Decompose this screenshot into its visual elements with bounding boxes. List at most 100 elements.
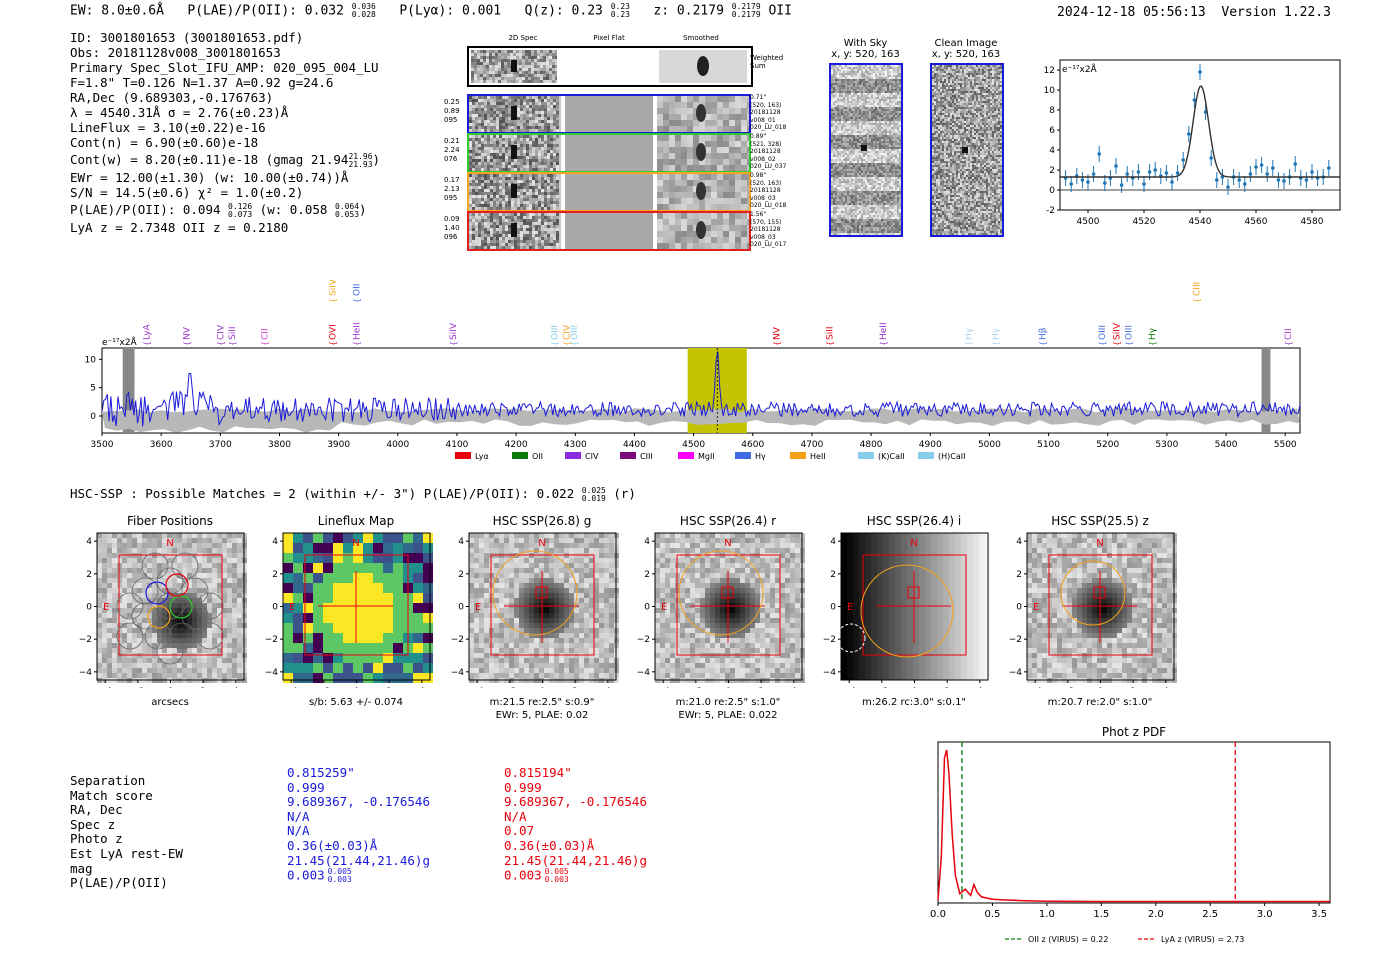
info-contw-row: Cont(w) = 8.20(±0.11)e-18 (gmag 21.9421.… bbox=[70, 151, 381, 169]
sky-pixel bbox=[881, 191, 883, 193]
sky-pixel bbox=[831, 149, 833, 151]
noise-pixel bbox=[508, 159, 511, 162]
noise-pixel bbox=[484, 111, 487, 114]
noise-pixel bbox=[519, 71, 522, 74]
sky-pixel bbox=[883, 171, 885, 173]
noise-pixel bbox=[553, 159, 556, 162]
sky-pixel bbox=[867, 153, 869, 155]
sky-pixel bbox=[875, 143, 877, 145]
sky-pixel bbox=[881, 69, 883, 71]
smooth-pixel bbox=[747, 126, 753, 132]
sky-pixel bbox=[831, 205, 833, 207]
sky-pixel bbox=[899, 187, 901, 189]
noise-pixel bbox=[487, 123, 490, 126]
divider bbox=[561, 96, 565, 132]
noise-pixel bbox=[472, 216, 475, 219]
sky-pixel bbox=[849, 89, 851, 91]
noise-pixel bbox=[517, 123, 520, 126]
noise-pixel bbox=[550, 96, 553, 99]
sky-pixel bbox=[869, 219, 871, 221]
noise-pixel bbox=[522, 50, 525, 53]
noise-pixel bbox=[507, 65, 510, 68]
noise-pixel bbox=[547, 240, 550, 243]
sky-pixel bbox=[847, 219, 849, 221]
sky-pixel bbox=[861, 129, 863, 131]
noise-pixel bbox=[535, 186, 538, 189]
sky-pixel bbox=[869, 79, 871, 81]
noise-pixel bbox=[517, 174, 520, 177]
sky-pixel bbox=[851, 139, 853, 141]
noise-pixel bbox=[535, 129, 538, 132]
noise-pixel bbox=[511, 240, 514, 243]
smooth-pixel bbox=[675, 237, 681, 243]
sky-pixel bbox=[889, 201, 891, 203]
noise-pixel bbox=[484, 219, 487, 222]
smooth-pixel bbox=[741, 174, 747, 180]
noise-pixel bbox=[513, 53, 516, 56]
noise-pixel bbox=[496, 150, 499, 153]
sky-pixel bbox=[887, 165, 889, 167]
noise-pixel bbox=[547, 237, 550, 240]
sky-pixel bbox=[857, 169, 859, 171]
noise-pixel bbox=[541, 105, 544, 108]
noise-pixel bbox=[496, 186, 499, 189]
sky-pixel bbox=[861, 67, 863, 69]
noise-pixel bbox=[543, 68, 546, 71]
noise-pixel bbox=[520, 108, 523, 111]
sky-pixel bbox=[895, 161, 897, 163]
sky-pixel bbox=[875, 137, 877, 139]
sky-pixel bbox=[871, 159, 873, 161]
noise-pixel bbox=[474, 68, 477, 71]
sky-pixel bbox=[867, 117, 869, 119]
sky-pixel bbox=[833, 135, 835, 137]
sky-pixel bbox=[871, 205, 873, 207]
sky-pixel bbox=[887, 175, 889, 177]
sky-pixel bbox=[835, 89, 837, 91]
noise-pixel bbox=[505, 141, 508, 144]
noise-pixel bbox=[493, 192, 496, 195]
noise-pixel bbox=[508, 144, 511, 147]
noise-pixel bbox=[517, 96, 520, 99]
sky-pixel bbox=[891, 213, 893, 215]
sky-pixel bbox=[869, 71, 871, 73]
sky-pixel bbox=[879, 217, 881, 219]
noise-pixel bbox=[537, 74, 540, 77]
sky-pixel bbox=[869, 209, 871, 211]
sky-pixel bbox=[877, 171, 879, 173]
noise-pixel bbox=[490, 174, 493, 177]
sky-pixel bbox=[847, 213, 849, 215]
smooth-pixel bbox=[681, 165, 687, 171]
sky-pixel bbox=[897, 209, 899, 211]
noise-pixel bbox=[538, 237, 541, 240]
noise-pixel bbox=[550, 207, 553, 210]
noise-pixel bbox=[520, 123, 523, 126]
noise-pixel bbox=[487, 165, 490, 168]
sky-pixel bbox=[843, 75, 845, 77]
sky-pixel bbox=[871, 177, 873, 179]
noise-pixel bbox=[478, 135, 481, 138]
sky-pixel bbox=[831, 101, 833, 103]
sky-pixel bbox=[885, 139, 887, 141]
sky-pixel bbox=[861, 83, 863, 85]
noise-pixel bbox=[493, 111, 496, 114]
noise-pixel bbox=[498, 53, 501, 56]
sky-pixel bbox=[845, 209, 847, 211]
sky-pixel bbox=[837, 215, 839, 217]
sky-pixel bbox=[837, 133, 839, 135]
sky-pixel bbox=[843, 147, 845, 149]
noise-pixel bbox=[529, 120, 532, 123]
noise-pixel bbox=[514, 204, 517, 207]
sky-pixel bbox=[859, 181, 861, 183]
noise-pixel bbox=[531, 74, 534, 77]
sky-pixel bbox=[831, 75, 833, 77]
noise-pixel bbox=[553, 201, 556, 204]
sky-pixel bbox=[851, 167, 853, 169]
sky-pixel bbox=[855, 211, 857, 213]
sky-pixel bbox=[861, 111, 863, 113]
noise-pixel bbox=[537, 68, 540, 71]
sky-pixel bbox=[833, 153, 835, 155]
sky-pixel bbox=[865, 87, 867, 89]
sky-pixel bbox=[875, 105, 877, 107]
sky-pixel bbox=[831, 203, 833, 205]
sky-pixel bbox=[891, 149, 893, 151]
